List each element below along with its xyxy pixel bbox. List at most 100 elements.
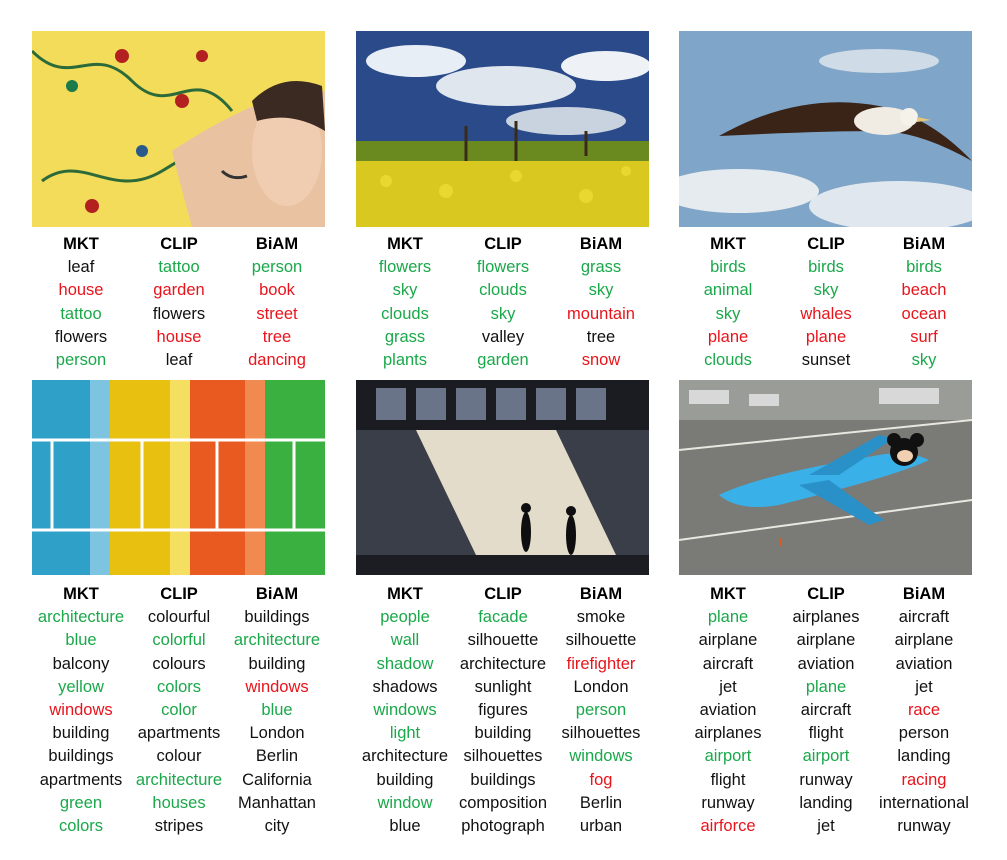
column-mkt: MKT architecture blue balcony yellow win… (32, 583, 130, 838)
tag-word: jet (915, 677, 933, 696)
photo-silhouettes (356, 380, 649, 575)
tag-word: tattoo (158, 258, 200, 277)
tag-word: surf (910, 327, 938, 346)
tag-word: clouds (704, 351, 752, 370)
tag-word: silhouette (565, 631, 637, 650)
column-clip: CLIP airplanes airplane aviation plane a… (777, 583, 875, 838)
column-header: MKT (387, 235, 423, 253)
tag-word: jet (719, 677, 737, 696)
tag-word: garden (153, 281, 205, 300)
tag-word: city (264, 817, 290, 836)
tag-word: dancing (248, 351, 306, 370)
tag-word: plane (805, 677, 847, 696)
tag-word: yellow (58, 677, 104, 696)
column-header: MKT (710, 585, 746, 603)
tag-word: smoke (576, 608, 626, 627)
tag-word: sky (813, 281, 839, 300)
tag-word: windows (373, 701, 437, 720)
tag-word: London (249, 724, 305, 743)
tag-word: valley (481, 327, 525, 346)
tag-word: airplane (796, 631, 856, 650)
tag-word: firefighter (566, 654, 636, 673)
tag-word: flowers (54, 327, 108, 346)
tag-word: colorful (152, 631, 206, 650)
tag-word: apartments (39, 770, 123, 789)
tag-word: fog (589, 770, 613, 789)
column-biam: BiAM birds beach ocean surf sky (875, 233, 973, 372)
column-header: CLIP (807, 235, 845, 253)
tag-word: buildings (48, 747, 114, 766)
tag-word: aircraft (702, 654, 754, 673)
tag-word: person (251, 258, 303, 277)
tag-word: architecture (37, 608, 125, 627)
photo-tattoo (32, 31, 325, 227)
tag-word: airplanes (694, 724, 762, 743)
column-biam: BiAM grass sky mountain tree snow (552, 233, 650, 372)
tag-word: London (573, 677, 629, 696)
column-mkt: MKT people wall shadow shadows windows l… (356, 583, 454, 838)
tag-word: flight (808, 724, 844, 743)
tag-word: house (58, 281, 104, 300)
tag-word: plane (805, 327, 847, 346)
photo-airplane (679, 380, 972, 575)
tag-word: blue (389, 817, 421, 836)
tag-word: garden (477, 351, 529, 370)
tag-word: ocean (901, 304, 947, 323)
tag-word: tree (586, 327, 616, 346)
column-clip: CLIP facade silhouette architecture sunl… (454, 583, 552, 838)
tag-word: birds (906, 258, 942, 277)
column-biam: BiAM buildings architecture building win… (228, 583, 326, 838)
tag-word: blue (65, 631, 97, 650)
tag-word: light (389, 724, 421, 743)
tag-word: people (380, 608, 430, 627)
column-header: MKT (710, 235, 746, 253)
column-header: BiAM (255, 585, 299, 603)
tag-word: flowers (476, 258, 530, 277)
tag-word: Berlin (255, 747, 299, 766)
column-biam: BiAM aircraft airplane aviation jet race… (875, 583, 973, 838)
column-header: BiAM (902, 235, 946, 253)
tag-word: racing (901, 770, 947, 789)
tag-word: landing (799, 793, 853, 812)
tag-word: colors (58, 817, 103, 836)
tag-word: person (55, 351, 107, 370)
tag-word: airplane (894, 631, 954, 650)
tag-word: architecture (135, 770, 223, 789)
tag-word: building (248, 654, 306, 673)
column-header: CLIP (484, 585, 522, 603)
tag-word: colour (156, 747, 202, 766)
column-clip: CLIP birds sky whales plane sunset (777, 233, 875, 372)
column-clip: CLIP colourful colorful colours colors c… (130, 583, 228, 838)
column-clip: CLIP flowers clouds sky valley garden (454, 233, 552, 372)
tag-word: windows (569, 747, 633, 766)
tag-word: grass (580, 258, 622, 277)
column-mkt: MKT leaf house tattoo flowers person (32, 233, 130, 372)
tag-word: person (898, 724, 950, 743)
tag-word: international (879, 793, 969, 812)
tag-word: photograph (461, 817, 545, 836)
tag-word: architecture (459, 654, 547, 673)
column-header: CLIP (484, 235, 522, 253)
tag-word: jet (817, 817, 835, 836)
photo-bird (679, 31, 972, 227)
tag-word: blue (261, 701, 293, 720)
column-mkt: MKT plane airplane aircraft jet aviation… (679, 583, 777, 838)
tag-word: plane (707, 608, 749, 627)
column-header: BiAM (902, 585, 946, 603)
tag-word: Berlin (579, 793, 623, 812)
tag-word: aircraft (898, 608, 950, 627)
column-header: BiAM (579, 235, 623, 253)
tag-word: sunlight (474, 677, 532, 696)
tag-word: runway (701, 793, 755, 812)
tag-word: runway (799, 770, 853, 789)
tag-word: airforce (700, 817, 756, 836)
tag-word: runway (897, 817, 951, 836)
tag-word: book (259, 281, 295, 300)
tag-word: urban (579, 817, 623, 836)
tag-word: colours (152, 654, 206, 673)
tag-word: sky (588, 281, 614, 300)
tag-word: shadow (376, 654, 434, 673)
tag-word: California (242, 770, 312, 789)
tag-word: figures (478, 701, 528, 720)
tag-word: street (256, 304, 298, 323)
